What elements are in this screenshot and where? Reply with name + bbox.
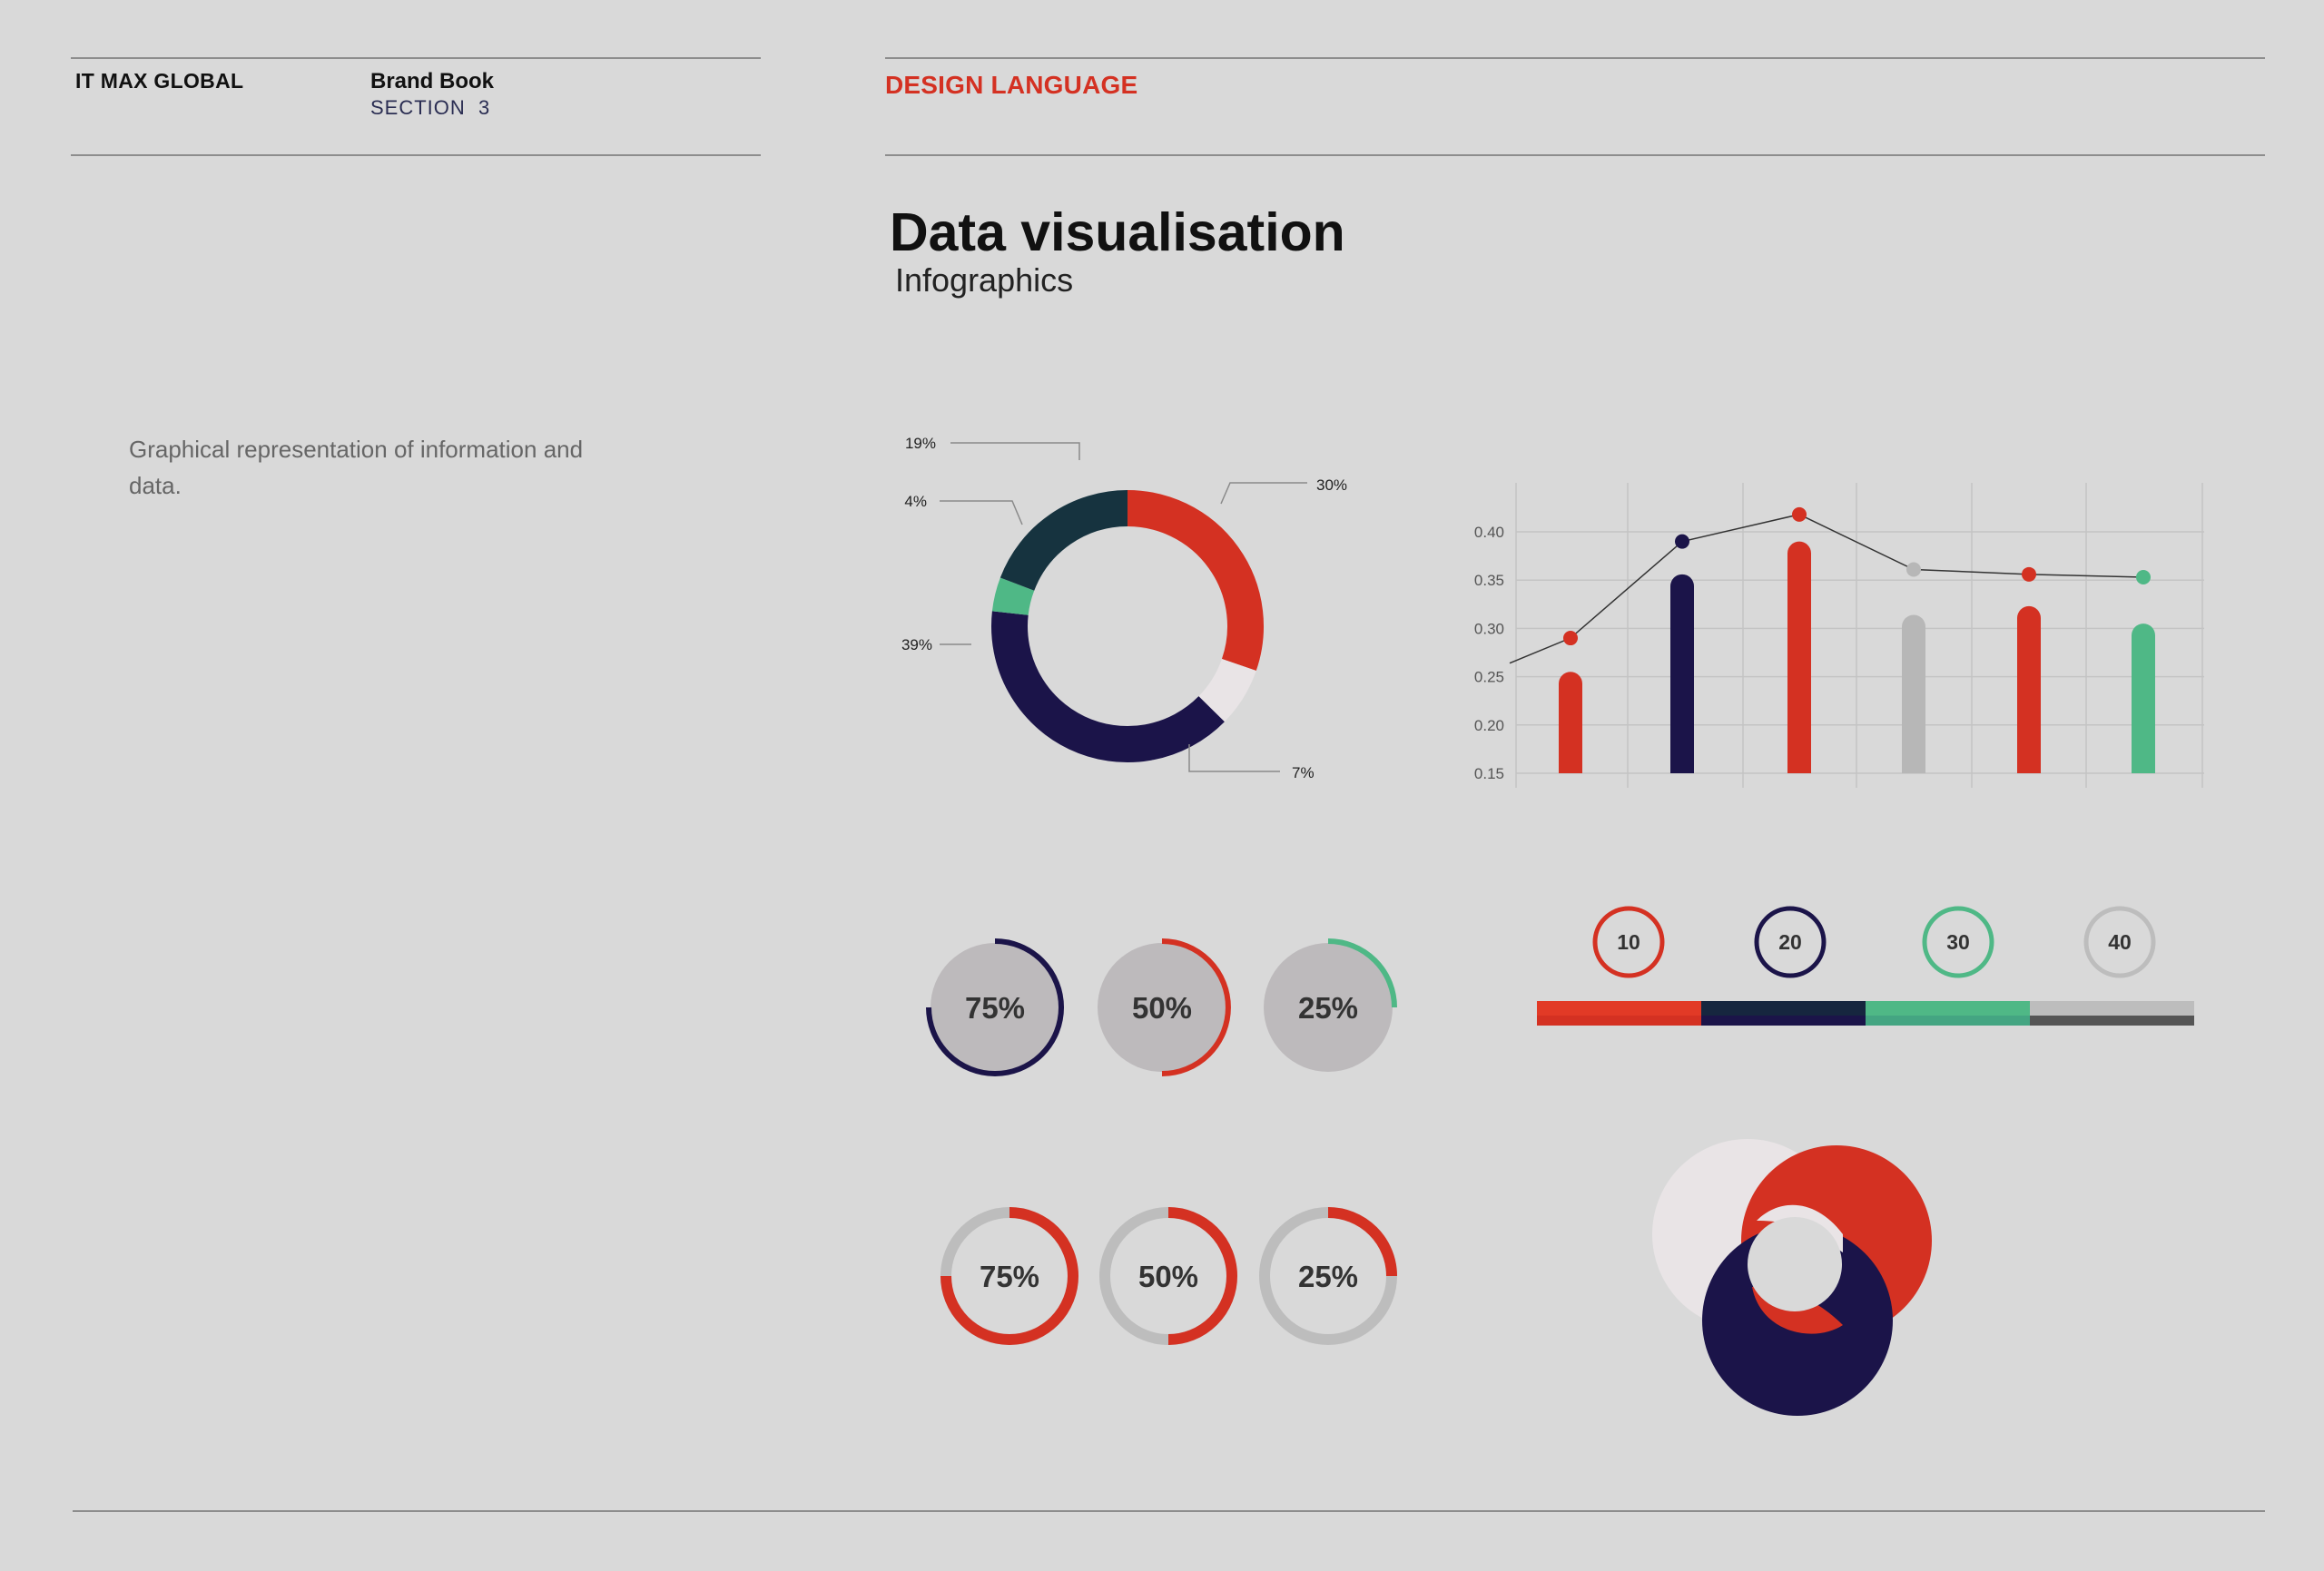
- bar: [1787, 541, 1811, 773]
- scale-marker: [1592, 906, 1665, 978]
- scale-marker: [1754, 906, 1827, 978]
- scale-segment: [1866, 1001, 2030, 1016]
- progress-disc: [1098, 943, 1226, 1072]
- scale-segment: [1537, 1001, 1701, 1016]
- progress-arc: [1327, 1207, 1397, 1277]
- bar-base: [1559, 750, 1582, 773]
- donut-slice-label: 39%: [901, 636, 932, 653]
- trend-point: [1906, 562, 1921, 577]
- bar-line-chart: 0.40 0.35 0.30 0.25 0.20 0.15: [1474, 483, 2204, 788]
- y-tick-label: 0.40: [1474, 524, 1504, 541]
- swirl-center: [1748, 1217, 1842, 1311]
- progress-label: 75%: [980, 1260, 1039, 1293]
- trend-point: [1563, 631, 1578, 646]
- header-rule-bottom-left: [71, 154, 761, 156]
- scale-segment-underline: [2030, 1016, 2194, 1026]
- donut-slice: [1127, 490, 1264, 672]
- trend-line: [1509, 514, 2144, 664]
- page-title: Data visualisation: [890, 202, 1345, 262]
- progress-arc: [940, 1207, 1078, 1345]
- swirl-grey-tail: [1757, 1204, 1843, 1252]
- book-title: Brand Book: [370, 69, 495, 93]
- progress-label: 25%: [1298, 991, 1358, 1025]
- donut-leader-line: [1188, 744, 1280, 772]
- trend-point: [1792, 506, 1807, 522]
- donut-chart: 30% 7% 39% 4% 19%: [901, 435, 1347, 781]
- bar-base: [2017, 750, 2041, 773]
- page-subtitle: Infographics: [895, 261, 1074, 299]
- trend-point: [2022, 566, 2036, 582]
- bar-base: [1902, 750, 1925, 773]
- trend-point: [2136, 570, 2151, 585]
- footer-rule: [73, 1510, 2265, 1512]
- swirl-emblem: [1652, 1139, 1932, 1416]
- scale-marker-label: 40: [2108, 930, 2132, 954]
- bar-base: [1670, 750, 1694, 773]
- progress-disc: [1264, 943, 1393, 1072]
- bar: [1902, 614, 1925, 773]
- y-tick-label: 0.20: [1474, 717, 1504, 734]
- progress-label: 50%: [1132, 991, 1192, 1025]
- scale-marker-label: 20: [1778, 930, 1802, 954]
- y-tick-label: 0.15: [1474, 765, 1504, 782]
- donut-slice-label: 19%: [905, 435, 936, 452]
- bar-base: [2132, 750, 2155, 773]
- donut-leader-line: [950, 442, 1080, 460]
- bar: [1559, 672, 1582, 773]
- scale-marker: [2083, 906, 2156, 978]
- y-tick-label: 0.30: [1474, 620, 1504, 637]
- scale-segment-underline: [1701, 1016, 1866, 1026]
- progress-label: 50%: [1138, 1260, 1198, 1293]
- progress-disc: [931, 943, 1059, 1072]
- book-section: SECTION 3: [370, 96, 491, 119]
- donut-slice: [991, 611, 1225, 762]
- progress-arc: [926, 938, 1064, 1076]
- bar: [1670, 574, 1694, 773]
- section-title: DESIGN LANGUAGE: [885, 71, 1138, 99]
- scale-marker: [1922, 906, 1994, 978]
- trend-point: [1675, 534, 1689, 549]
- progress-arc: [1327, 938, 1397, 1008]
- progress-label: 75%: [965, 991, 1025, 1025]
- donut-slice: [1000, 490, 1128, 592]
- scale-marker-label: 10: [1617, 930, 1640, 954]
- scale-marker-label: 30: [1946, 930, 1970, 954]
- donut-slice: [1197, 658, 1256, 722]
- bar: [2017, 605, 2041, 773]
- scale-segment-underline: [1866, 1016, 2030, 1026]
- progress-rings: 75% 50% 25% 75% 50% 25%: [926, 938, 1397, 1345]
- y-tick-label: 0.35: [1474, 572, 1504, 589]
- company-name: IT MAX GLOBAL: [75, 69, 244, 93]
- y-tick-label: 0.25: [1474, 669, 1504, 686]
- description-text: Graphical representation of information …: [129, 436, 584, 499]
- donut-leader-line: [1220, 482, 1307, 505]
- scale-segment: [1701, 1001, 1866, 1016]
- donut-slice-label: 7%: [1292, 764, 1315, 781]
- scale-segment-underline: [1537, 1016, 1701, 1026]
- header-rule-bottom-right: [885, 154, 2265, 156]
- donut-leader-line: [940, 500, 1023, 525]
- progress-arc: [1161, 938, 1231, 1076]
- progress-label: 25%: [1298, 1260, 1358, 1293]
- progress-arc: [1167, 1207, 1237, 1345]
- donut-slice-label: 30%: [1316, 476, 1347, 494]
- header-rule-top-left: [71, 57, 761, 59]
- segmented-scale: 10 20 30 40: [1537, 906, 2194, 1026]
- bar-base: [1787, 750, 1811, 773]
- bar: [2132, 623, 2155, 773]
- donut-slice: [991, 577, 1035, 616]
- donut-slice-label: 4%: [904, 493, 927, 510]
- scale-segment: [2030, 1001, 2194, 1016]
- header-rule-top-right: [885, 57, 2265, 59]
